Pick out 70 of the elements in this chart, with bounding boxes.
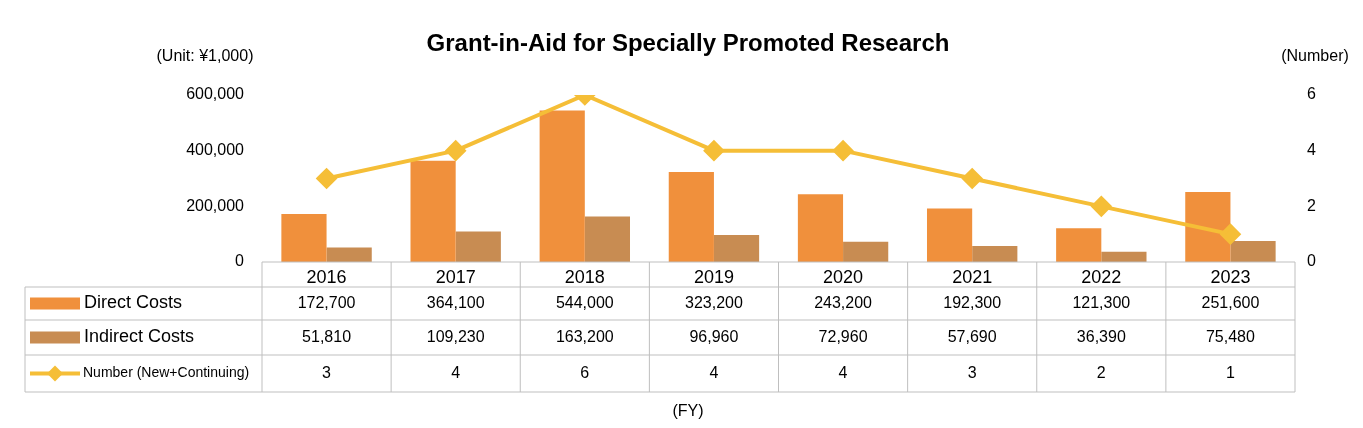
data-label: 544,000 xyxy=(555,293,614,311)
bar xyxy=(281,213,327,262)
data-label: 4 xyxy=(709,363,719,381)
data-label: 4 xyxy=(838,363,848,381)
x-tick-label: 2022 xyxy=(1081,266,1122,287)
data-label: 251,600 xyxy=(1201,293,1260,311)
bar xyxy=(1101,251,1147,262)
bar xyxy=(713,235,760,262)
y2-axis-title: (Number) xyxy=(1281,47,1349,65)
bar xyxy=(455,231,501,262)
text: (FY) xyxy=(672,402,704,420)
bar xyxy=(972,245,1018,262)
point xyxy=(833,140,854,161)
bar xyxy=(926,208,973,262)
point xyxy=(962,168,983,189)
y-axis-title: (Unit: ¥1,000) xyxy=(156,47,254,65)
data-label: 163,200 xyxy=(555,327,614,345)
bar xyxy=(1056,228,1102,262)
y2-tick-label: 0 xyxy=(1307,252,1316,270)
legend-label: Direct Costs xyxy=(84,292,183,313)
y-tick-label: 400,000 xyxy=(186,141,245,159)
data-label: 364,100 xyxy=(426,293,485,311)
x-tick-label: 2017 xyxy=(435,266,476,287)
x-tick-label: 2016 xyxy=(306,266,347,287)
data-label: 172,700 xyxy=(297,293,356,311)
bar xyxy=(843,241,889,262)
data-label: 323,200 xyxy=(685,293,743,311)
bar xyxy=(539,110,585,262)
bar xyxy=(1230,240,1276,262)
bar xyxy=(1185,191,1231,262)
data-label: 96,960 xyxy=(689,327,739,345)
x-tick-label: 2023 xyxy=(1210,266,1251,287)
y-tick-label: 0 xyxy=(235,252,245,270)
y2-tick-label: 4 xyxy=(1307,141,1316,159)
data-label: 1 xyxy=(1225,363,1235,381)
data-label: 192,300 xyxy=(943,293,1002,311)
x-tick-label: 2020 xyxy=(823,266,864,287)
data-label: 243,200 xyxy=(814,293,873,311)
data-label: 4 xyxy=(451,363,461,381)
legend-label: Number (New+Continuing) xyxy=(83,364,250,381)
y-tick-label: 200,000 xyxy=(186,196,245,214)
x-tick-label: 2019 xyxy=(693,266,734,287)
chart-title: Grant-in-Aid for Specially Promoted Research xyxy=(426,28,950,56)
data-label: 3 xyxy=(967,363,977,381)
bar xyxy=(797,194,844,262)
point xyxy=(1220,224,1241,245)
data-label: 121,300 xyxy=(1072,293,1131,311)
data-label: 6 xyxy=(580,363,590,381)
data-label: 36,390 xyxy=(1076,327,1126,345)
data-label: 75,480 xyxy=(1205,327,1256,345)
data-label: 2 xyxy=(1096,363,1106,381)
point xyxy=(316,168,337,189)
data-label: 51,810 xyxy=(302,327,352,345)
data-label: 3 xyxy=(322,363,332,381)
y2-tick-label: 2 xyxy=(1307,196,1316,214)
bar xyxy=(668,172,714,262)
x-tick-label: 2018 xyxy=(564,266,605,287)
x-tick-label: 2021 xyxy=(952,266,993,287)
point xyxy=(445,140,466,161)
bar xyxy=(326,247,372,262)
data-label: 109,230 xyxy=(426,327,485,345)
data-label: 72,960 xyxy=(818,327,868,345)
y2-tick-label: 6 xyxy=(1307,85,1316,103)
data-label: 57,690 xyxy=(947,327,997,345)
legend-label: Indirect Costs xyxy=(84,326,195,347)
bar xyxy=(410,160,456,262)
point xyxy=(703,140,724,161)
point xyxy=(1091,196,1112,217)
y-tick-label: 600,000 xyxy=(186,85,245,103)
bar xyxy=(584,216,631,262)
